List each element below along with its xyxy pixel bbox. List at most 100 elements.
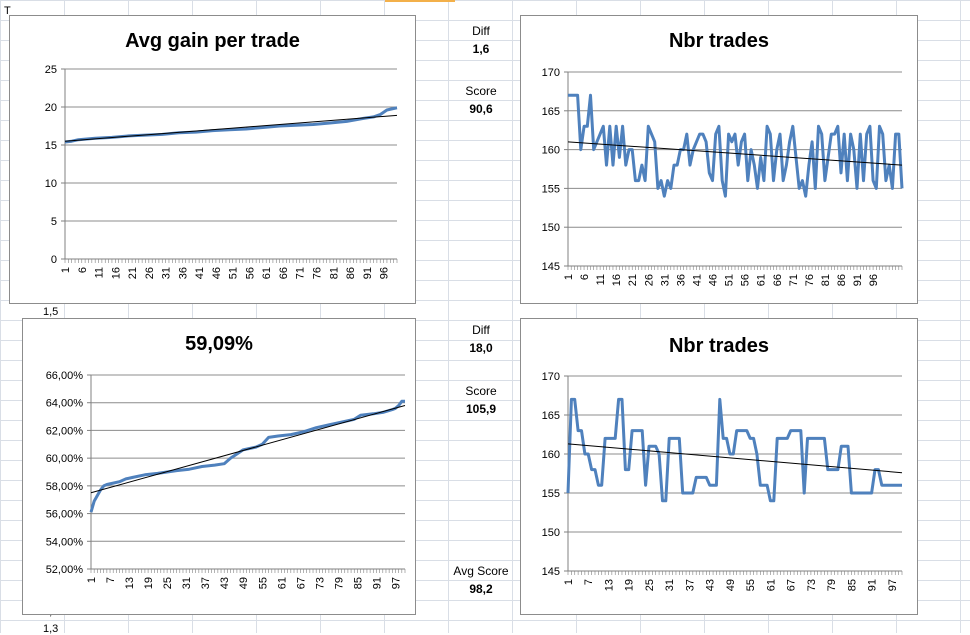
series-line	[566, 397, 902, 503]
x-tick-label: 71	[295, 267, 307, 279]
x-tick-label: 61	[765, 579, 777, 591]
y-tick-label: 25	[45, 64, 57, 76]
stat-diff-top: Diff 1,6	[441, 24, 521, 56]
chart-nbr-trades-top[interactable]: Nbr trades 145 150 155 160 165 170 1 6 11 16 21 26 31…	[520, 15, 918, 304]
stat-diff-bottom: Diff 18,0	[441, 323, 521, 355]
series-line	[568, 93, 904, 198]
x-tick-label: 51	[228, 267, 240, 279]
x-tick-label: 56	[740, 274, 752, 286]
x-tick-label: 79	[333, 577, 345, 589]
stat-score-bottom: Score 105,9	[441, 384, 521, 416]
x-tick-label: 55	[745, 579, 757, 591]
stat-label: Diff	[472, 323, 490, 337]
y-tick-label: 56,00%	[46, 509, 84, 521]
x-tick-label: 7	[105, 577, 117, 583]
series-line	[89, 399, 405, 513]
x-tick-label: 67	[786, 579, 798, 591]
stat-label: Score	[465, 84, 497, 98]
x-tick-label: 67	[295, 577, 307, 589]
x-tick-label: 41	[691, 274, 703, 286]
y-tick-label: 20	[45, 102, 57, 114]
x-tick-label: 1	[563, 274, 575, 280]
x-tick-label: 19	[624, 579, 636, 591]
y-tick-label: 15	[45, 140, 57, 152]
stat-value: 18,0	[469, 341, 493, 355]
x-tick-label: 37	[684, 579, 696, 591]
stat-value: 1,6	[472, 42, 490, 56]
chart-svg: Nbr trades 145 150 155 160 165 170 1 7 13 19 25 31 37…	[542, 335, 903, 591]
x-tick-label: 91	[852, 274, 864, 286]
cell-1-5-a[interactable]: 1,5	[43, 306, 59, 318]
x-tick-label: 46	[708, 274, 720, 286]
x-tick-label: 7	[583, 579, 595, 585]
x-tick-label: 43	[705, 579, 717, 591]
x-tick-label: 26	[643, 274, 655, 286]
x-tick-label: 76	[312, 267, 324, 279]
x-tick-label: 41	[194, 267, 206, 279]
x-tick-label: 25	[644, 579, 656, 591]
stat-value: 98,2	[469, 582, 493, 596]
x-tick-label: 21	[127, 267, 139, 279]
stat-label: Avg Score	[453, 564, 509, 578]
trend-line	[567, 443, 903, 474]
y-tick-label: 145	[542, 261, 560, 273]
x-tick-label: 71	[788, 274, 800, 286]
y-tick-label: 66,00%	[46, 370, 84, 382]
stat-label: Score	[465, 384, 497, 398]
x-tick-label: 61	[756, 274, 768, 286]
x-tick-label: 11	[595, 274, 607, 285]
x-tick-label: 73	[806, 579, 818, 591]
x-tick-label: 66	[772, 274, 784, 286]
chart-avg-gain-per-trade[interactable]: Avg gain per trade 0 5 10 15 20 25 1 6 11 16 21 26 31…	[9, 15, 416, 304]
x-tick-label: 6	[579, 274, 591, 280]
x-tick-label: 73	[314, 577, 326, 589]
x-tick-label: 26	[144, 267, 156, 279]
x-tick-label: 56	[244, 267, 256, 279]
stat-avg-score: Avg Score 98,2	[441, 564, 521, 596]
x-tick-label: 1	[86, 577, 98, 583]
x-tick-label: 51	[724, 274, 736, 286]
x-tick-label: 85	[352, 577, 364, 589]
cell-T[interactable]: T	[4, 5, 11, 17]
x-tick-label: 91	[371, 577, 383, 589]
chart-title: Nbr trades	[669, 30, 769, 52]
x-tick-label: 21	[627, 274, 639, 286]
x-tick-label: 61	[261, 267, 273, 279]
x-tick-label: 86	[345, 267, 357, 279]
x-tick-label: 86	[836, 274, 848, 286]
chart-svg: 59,09% 52,00% 54,00% 56,00% 58,00% 60,00% 62,0…	[46, 333, 406, 589]
y-tick-label: 5	[51, 216, 57, 228]
x-tick-label: 66	[278, 267, 290, 279]
x-tick-label: 16	[611, 274, 623, 286]
x-tick-label: 13	[124, 577, 136, 589]
y-tick-label: 160	[542, 449, 560, 461]
y-tick-label: 64,00%	[46, 398, 84, 410]
x-tick-label: 49	[238, 577, 250, 589]
x-tick-label: 97	[390, 577, 402, 589]
x-tick-label: 36	[177, 267, 189, 279]
y-tick-label: 145	[542, 566, 560, 578]
stat-value: 90,6	[469, 102, 493, 116]
y-tick-label: 150	[542, 222, 560, 234]
x-tick-label: 55	[257, 577, 269, 589]
x-tick-label: 85	[846, 579, 858, 591]
x-tick-label: 61	[276, 577, 288, 589]
y-tick-label: 160	[542, 145, 560, 157]
cell-1-3[interactable]: 1,3	[43, 623, 59, 635]
stat-score-top: Score 90,6	[441, 84, 521, 116]
y-tick-label: 150	[542, 527, 560, 539]
x-tick-label: 97	[887, 579, 899, 591]
x-tick-label: 79	[826, 579, 838, 591]
chart-win-rate[interactable]: 59,09% 52,00% 54,00% 56,00% 58,00% 60,00% 62,0…	[22, 318, 416, 615]
x-tick-label: 49	[725, 579, 737, 591]
chart-nbr-trades-bottom[interactable]: Nbr trades 145 150 155 160 165 170 1 7 13 19 25 31 37…	[520, 318, 918, 615]
x-tick-label: 31	[181, 577, 193, 589]
x-tick-label: 31	[664, 579, 676, 591]
x-tick-label: 37	[200, 577, 212, 589]
x-tick-label: 25	[162, 577, 174, 589]
y-tick-label: 58,00%	[46, 481, 84, 493]
chart-title: 59,09%	[185, 333, 253, 355]
y-tick-label: 10	[45, 178, 57, 190]
